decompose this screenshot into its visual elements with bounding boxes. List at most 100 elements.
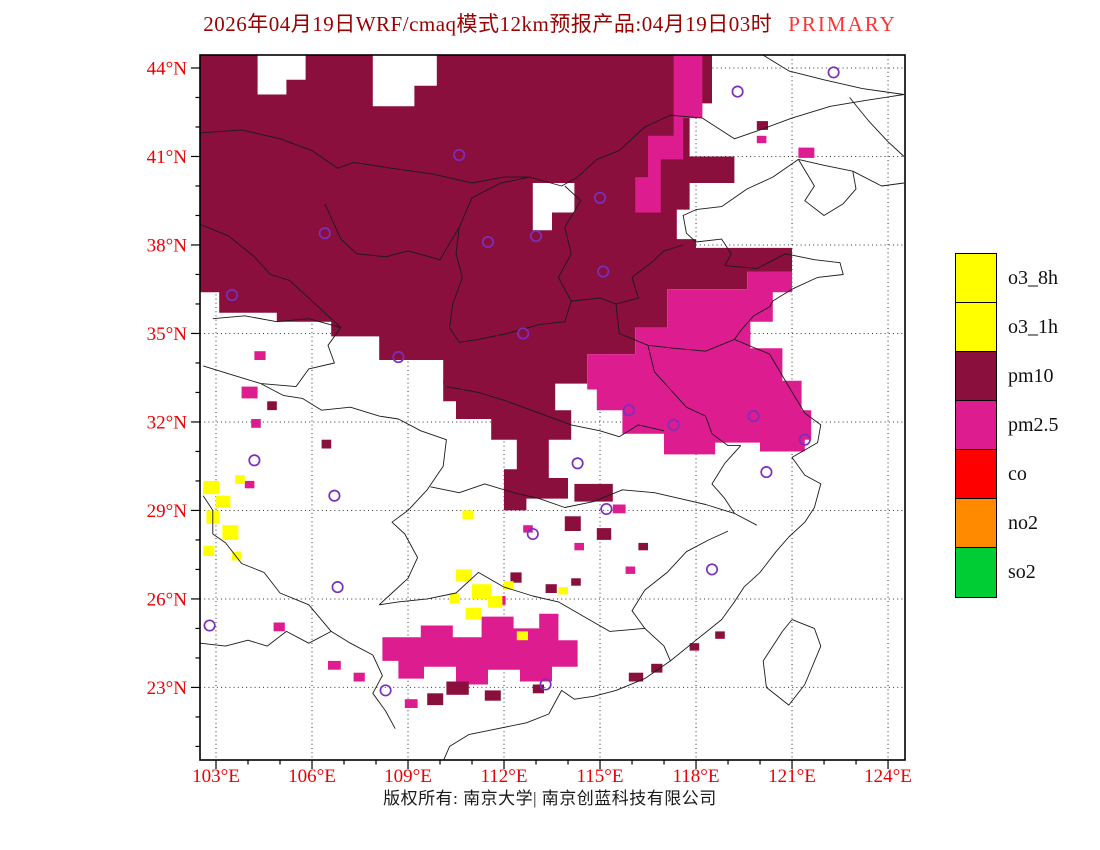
lat-tick-label: 41°N [147,147,188,168]
city-marker [203,619,216,632]
city-marker [481,235,495,249]
tick-marks [191,67,889,769]
legend-swatch [955,497,997,549]
boundary-line [762,619,822,706]
city-marker [571,457,584,470]
legend-swatch [955,350,997,402]
pollution-cell-pm10 [651,663,663,673]
pollution-cell-pm2.5 [404,699,418,708]
legend-label: pm2.5 [1008,414,1059,436]
pollution-cell-pm2.5 [251,419,261,428]
city-marker [798,433,811,446]
city-marker [248,454,261,467]
pollution-cell-pm2.5 [241,386,258,399]
boundary-line [849,97,905,157]
city-marker [827,66,840,79]
pollution-cell-pm10 [484,690,501,701]
pollution-cell-pm10 [715,631,725,639]
legend-label: no2 [1008,512,1038,534]
city-marker [392,351,405,364]
city-marker [593,191,607,204]
pollution-cell-o3_1h [449,593,460,604]
legend-item-pm2.5: pm2.5 [955,399,1059,451]
boundary-line [615,244,684,305]
pollution-layer [200,55,815,708]
pollution-cell-pm2.5 [273,622,285,632]
pollution-cell-o3_1h [235,475,245,484]
legend-swatch [955,546,997,598]
lat-tick-label: 26°N [147,589,188,610]
pollution-cell-pm10 [532,684,544,694]
pollution-cell-pm2.5 [574,542,584,551]
pollution-cell-o3_1h [504,581,514,590]
city-marker [331,581,344,594]
lat-tick-label: 44°N [147,58,188,79]
pollution-cell-o3_1h [456,569,472,582]
pollution-cell-pm10 [267,401,277,411]
lon-tick-label: 115°E [577,766,624,787]
city-marker [526,527,539,541]
city-marker [517,327,530,340]
city-marker [379,684,392,697]
pollution-cell-pm10 [321,439,332,449]
lat-tick-label: 38°N [147,235,188,256]
boundary-line [200,94,905,187]
city-marker [453,148,466,162]
city-marker [328,489,341,502]
pollution-cell-pm10 [545,584,557,593]
plot-area [200,55,905,760]
pollution-cell-o3_1h [232,551,242,561]
pollution-cell-pm10 [628,672,644,682]
pollution-cell-pm2.5 [625,566,636,574]
pollution-cell-pm2.5 [254,351,266,360]
pollution-region-gap-3 [532,183,575,231]
legend-item-o3_1h: o3_1h [955,301,1059,353]
boundary-line [200,495,332,647]
city-marker [600,502,613,516]
pollution-cell-pm10 [689,643,700,651]
pollution-cell-o3_1h [558,587,568,595]
pollution-cell-pm10 [638,542,648,551]
pollution-cell-pm2.5 [756,135,767,144]
pollution-cell-pm10 [564,516,581,531]
boundary-line [430,483,758,526]
pollution-cell-pm2.5 [523,525,533,533]
pollution-region-gap-2 [372,55,437,107]
pollution-cell-pm10 [446,681,469,695]
pollution-region-north-china-pm10 [200,55,792,384]
legend: o3_8h o3_1h pm10 pm2.5 co no2 so2 [955,252,1059,598]
lon-tick-label: 124°E [864,766,912,787]
city-marker [597,265,610,278]
boundary-line [330,631,396,729]
boundary-line [324,203,460,261]
legend-swatch [955,301,997,353]
boundary-line [711,445,742,514]
lon-tick-label: 109°E [384,766,432,787]
legend-swatch [955,448,997,500]
axis-labels: 44°N 41°N 38°N 35°N 32°N 29°N 26°N 23°N 103°E 106… [147,58,912,787]
lon-tick-label: 103°E [192,766,240,787]
boundary-line [647,345,741,447]
pollution-cell-o3_1h [465,607,482,620]
map-frame [199,54,906,761]
boundary-line [443,158,905,760]
legend-item-so2: so2 [955,546,1059,598]
city-marker [760,466,773,479]
legend-swatch [955,399,997,451]
legend-item-o3_8h: o3_8h [955,252,1059,304]
pollution-cell-o3_1h [488,596,503,608]
pollution-region-south-china-pm25 [382,613,578,685]
city-marker [622,404,635,417]
pollution-cell-pm10 [596,528,612,540]
legend-label: pm10 [1008,365,1054,387]
city-marker [705,563,719,576]
pollution-cell-pm2.5 [328,660,341,670]
lat-tick-label: 32°N [147,412,188,433]
boundary-line [200,223,342,328]
lon-tick-label: 112°E [481,766,528,787]
city-marker [318,227,331,240]
legend-swatch [955,252,997,304]
boundary-line [798,159,857,216]
